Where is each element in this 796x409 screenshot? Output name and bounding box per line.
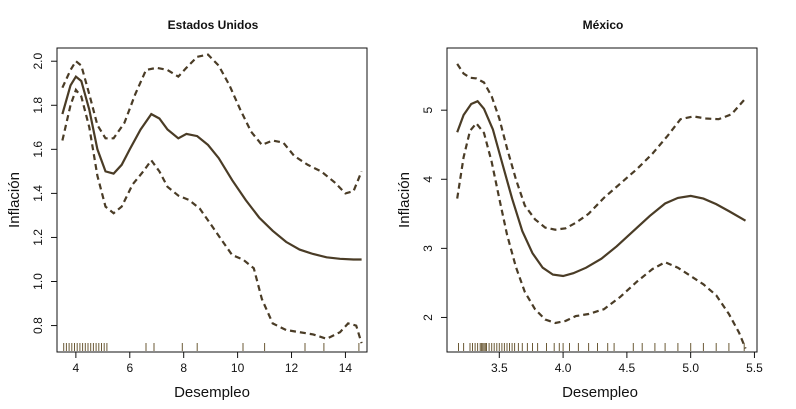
y-tick-label: 1.0 xyxy=(31,273,45,290)
y-tick-label: 1.8 xyxy=(31,97,45,114)
x-axis-title: Desempleo xyxy=(174,384,250,401)
y-tick-label: 2 xyxy=(421,314,435,321)
series-lower-line xyxy=(456,121,747,349)
series-upper-line xyxy=(61,53,363,195)
series-fit-line xyxy=(61,74,362,261)
x-tick-label: 14 xyxy=(339,361,353,375)
y-axis-title: Inflación xyxy=(6,172,23,228)
panel-title: Estados Unidos xyxy=(168,18,259,32)
series-fit-line xyxy=(456,99,747,278)
x-axis-title: Desempleo xyxy=(562,384,638,401)
x-tick-label: 8 xyxy=(180,361,187,375)
y-tick-label: 1.6 xyxy=(31,141,45,158)
x-tick-label: 4.0 xyxy=(555,361,572,375)
y-axis-title: Inflación xyxy=(396,172,413,228)
x-tick-label: 6 xyxy=(126,361,133,375)
y-axis: 2 3 4 5 xyxy=(421,107,447,321)
y-tick-label: 5 xyxy=(421,107,435,114)
x-axis: 4 6 8 10 12 14 xyxy=(73,352,353,375)
y-axis: 0.8 1.0 1.2 1.4 1.6 1.8 2.0 xyxy=(31,53,57,334)
x-tick-label: 4 xyxy=(73,361,80,375)
panel-estados-unidos: Estados Unidos 0.8 1.0 1.2 1.4 1.6 1.8 2.0 4 6 8… xyxy=(6,18,368,401)
chart-marks xyxy=(456,63,747,351)
rug-marks xyxy=(63,343,360,351)
panel-mexico: México 2 3 4 5 3.5 4.0 4.5 5.0 5.5 Desempleo In… xyxy=(396,18,763,401)
series-upper-line xyxy=(456,63,747,231)
x-tick-label: 10 xyxy=(231,361,245,375)
y-tick-label: 3 xyxy=(421,245,435,252)
y-tick-label: 4 xyxy=(421,176,435,183)
y-tick-label: 1.4 xyxy=(31,185,45,202)
plot-frame xyxy=(56,47,368,353)
rug-marks xyxy=(458,343,745,351)
x-tick-label: 4.5 xyxy=(619,361,636,375)
y-tick-label: 2.0 xyxy=(31,53,45,70)
x-tick-label: 3.5 xyxy=(491,361,508,375)
x-tick-label: 12 xyxy=(285,361,299,375)
x-tick-label: 5.0 xyxy=(682,361,699,375)
panel-title: México xyxy=(583,18,624,32)
y-tick-label: 0.8 xyxy=(31,317,45,334)
y-tick-label: 1.2 xyxy=(31,229,45,246)
x-axis: 3.5 4.0 4.5 5.0 5.5 xyxy=(491,352,763,375)
series-lower-line xyxy=(61,87,363,344)
x-tick-label: 5.5 xyxy=(746,361,763,375)
chart-marks xyxy=(61,53,363,351)
